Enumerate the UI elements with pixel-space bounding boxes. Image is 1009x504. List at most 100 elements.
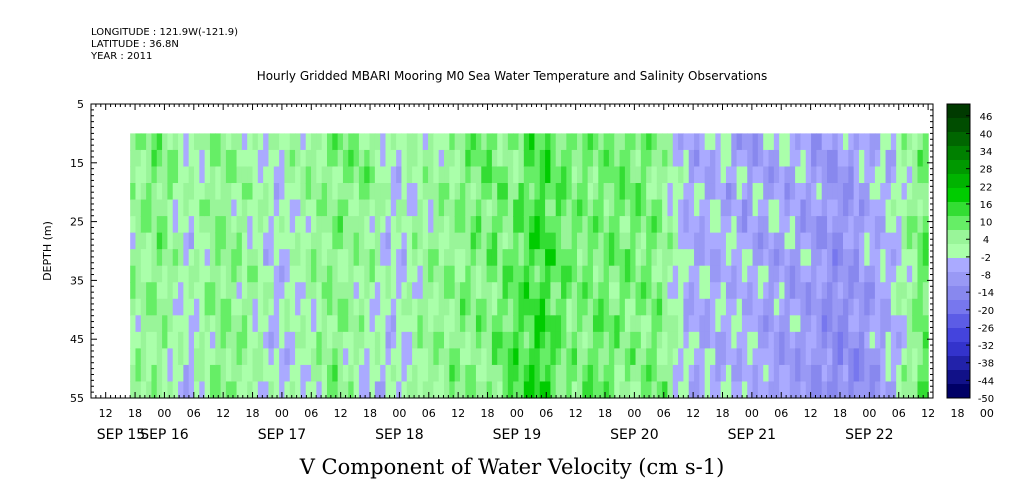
heatmap-cell [172, 315, 179, 333]
heatmap-cell [715, 315, 722, 333]
heatmap-cell [896, 183, 903, 201]
heatmap-cell [236, 149, 243, 168]
heatmap-cell [672, 298, 679, 316]
heatmap-cell [566, 232, 573, 250]
heatmap-cell [151, 298, 158, 316]
heatmap-cell [449, 183, 456, 201]
heatmap-cell [577, 315, 583, 333]
heatmap-cell [236, 282, 243, 300]
heatmap-cell [342, 249, 349, 267]
heatmap-cell [678, 249, 684, 267]
heatmap-cell [842, 183, 849, 201]
heatmap-cell [241, 199, 248, 217]
heatmap-cell [332, 199, 339, 217]
heatmap-cell [279, 149, 286, 168]
heatmap-cell [146, 133, 153, 151]
heatmap-cell [704, 282, 711, 300]
heatmap-cell [768, 298, 775, 316]
heatmap-cell [162, 381, 168, 399]
heatmap-cell [337, 249, 344, 267]
colorbar-swatch [947, 216, 970, 231]
heatmap-cell [715, 331, 722, 349]
heatmap-cell [337, 265, 344, 283]
heatmap-cell [465, 331, 472, 349]
heatmap-cell [172, 249, 179, 267]
heatmap-cell [715, 133, 722, 151]
colorbar-frame [946, 103, 971, 399]
heatmap-cell [220, 166, 227, 184]
heatmap-cell [380, 298, 387, 316]
heatmap-cell [885, 298, 892, 316]
x-hour-label: 06 [187, 407, 201, 420]
heatmap-cell [789, 364, 796, 383]
heatmap-cell [688, 298, 695, 316]
heatmap-cell [178, 315, 184, 333]
heatmap-cell [337, 166, 344, 184]
heatmap-cell [491, 149, 498, 168]
heatmap-cell [135, 348, 142, 366]
heatmap-cell [566, 216, 573, 234]
heatmap-cell [752, 331, 759, 349]
heatmap-cell [412, 282, 419, 300]
x-hour-label: 00 [627, 407, 641, 420]
heatmap-cell [412, 298, 419, 316]
heatmap-cell [326, 348, 333, 366]
heatmap-cell [513, 331, 520, 349]
heatmap-cell [901, 348, 908, 366]
heatmap-cell [178, 265, 184, 283]
heatmap-cell [390, 232, 397, 250]
heatmap-cell [635, 199, 642, 217]
heatmap-cell [800, 183, 807, 201]
heatmap-cell [231, 331, 238, 349]
heatmap-cell [358, 232, 365, 250]
heatmap-cell [704, 364, 711, 383]
heatmap-cell [688, 232, 695, 250]
heatmap-cell [906, 216, 913, 234]
heatmap-cell [209, 298, 216, 316]
heatmap-cell [587, 381, 594, 399]
heatmap-cell [608, 315, 615, 333]
heatmap-cell [571, 298, 578, 316]
heatmap-cell [300, 183, 307, 201]
heatmap-cell [406, 133, 413, 151]
heatmap-cell [678, 331, 684, 349]
heatmap-cell [582, 232, 589, 250]
heatmap-cell [555, 149, 562, 168]
heatmap-cell [651, 232, 658, 250]
heatmap-cell [672, 381, 679, 399]
heatmap-cell [821, 381, 828, 399]
heatmap-cell [800, 232, 807, 250]
heatmap-cell [497, 249, 504, 267]
heatmap-cell [417, 199, 424, 217]
heatmap-cell [465, 166, 472, 184]
heatmap-cell [874, 298, 881, 316]
heatmap-cell [795, 249, 802, 267]
heatmap-cell [640, 364, 647, 383]
heatmap-cell [215, 216, 222, 234]
heatmap-cell [587, 232, 594, 250]
heatmap-cell [183, 265, 190, 283]
heatmap-cell [507, 348, 514, 366]
heatmap-cell [459, 149, 466, 168]
heatmap-cell [906, 183, 913, 201]
heatmap-cell [353, 265, 360, 283]
heatmap-cell [789, 216, 796, 234]
heatmap-cell [475, 331, 482, 349]
heatmap-cell [215, 282, 222, 300]
heatmap-cell [470, 149, 477, 168]
x-hour-label: 12 [334, 407, 348, 420]
heatmap-cell [406, 331, 413, 349]
heatmap-cell [539, 282, 546, 300]
heatmap-cell [710, 348, 716, 366]
heatmap-cell [305, 183, 312, 201]
heatmap-cell [725, 298, 732, 316]
heatmap-cell [561, 199, 567, 217]
heatmap-cell [236, 298, 243, 316]
heatmap-cell [523, 232, 530, 250]
heatmap-cell [475, 249, 482, 267]
heatmap-cell [853, 348, 860, 366]
heatmap-cell [779, 249, 786, 267]
heatmap-cell [561, 381, 567, 399]
heatmap-cell [422, 166, 429, 184]
heatmap-cell [279, 315, 286, 333]
